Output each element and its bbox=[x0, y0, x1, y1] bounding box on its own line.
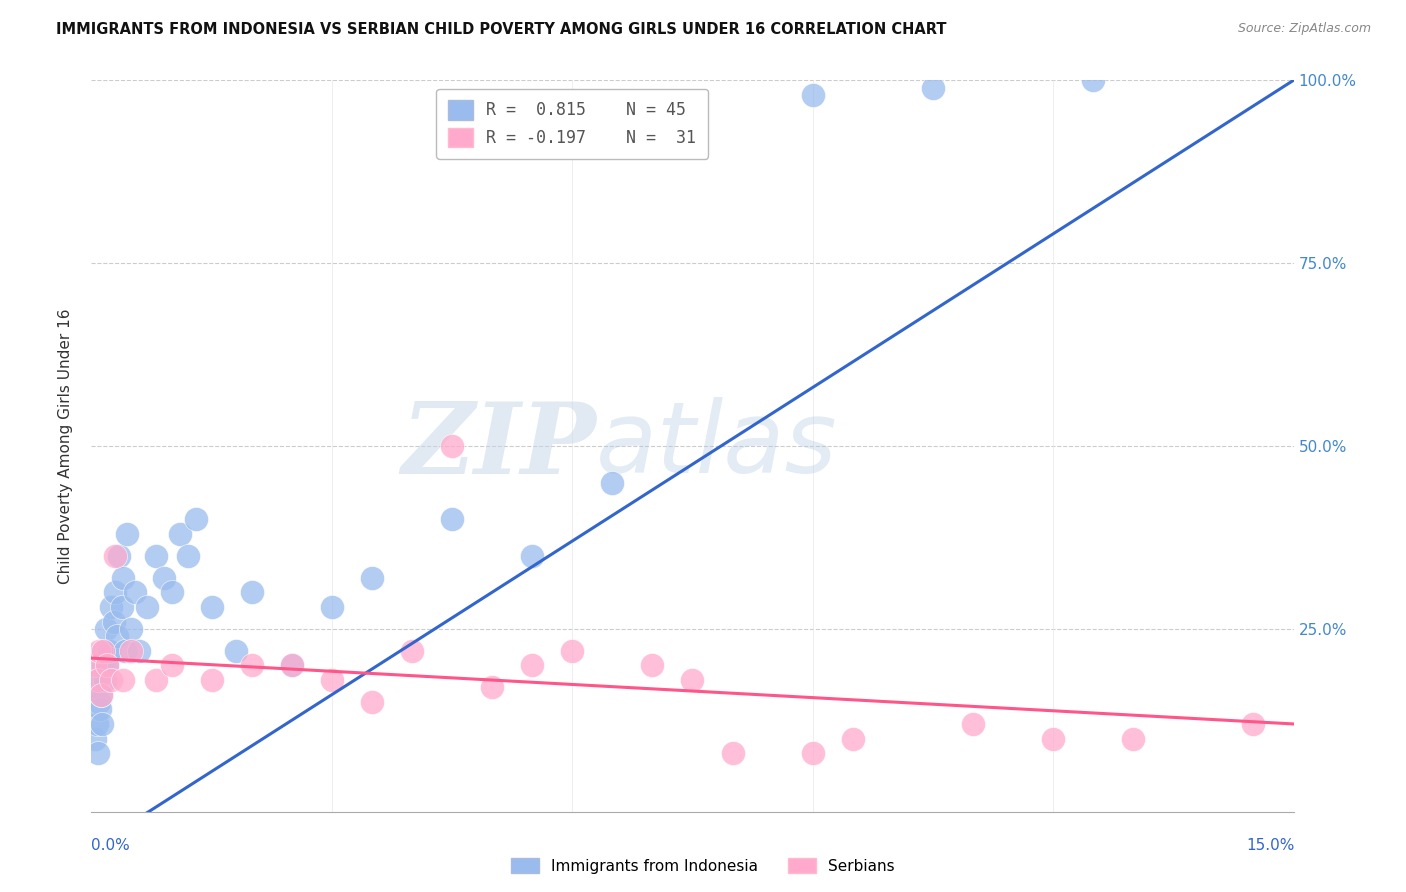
Point bbox=[94, 622, 117, 636]
Point bbox=[128, 644, 150, 658]
Point bbox=[801, 746, 824, 760]
Point bbox=[96, 658, 118, 673]
Point bbox=[90, 717, 112, 731]
Text: Source: ZipAtlas.com: Source: ZipAtlas.com bbox=[1237, 22, 1371, 36]
Point bbox=[201, 673, 224, 687]
Point bbox=[360, 695, 382, 709]
Point bbox=[108, 549, 131, 563]
Point bbox=[105, 629, 128, 643]
Text: ZIP: ZIP bbox=[401, 398, 596, 494]
Y-axis label: Child Poverty Among Girls Under 16: Child Poverty Among Girls Under 16 bbox=[58, 309, 73, 583]
Point bbox=[201, 599, 224, 614]
Text: atlas: atlas bbox=[596, 398, 838, 494]
Point bbox=[112, 673, 135, 687]
Point bbox=[111, 599, 134, 614]
Point bbox=[87, 673, 110, 687]
Point bbox=[117, 526, 139, 541]
Point bbox=[841, 731, 863, 746]
Point bbox=[1083, 73, 1105, 87]
Point bbox=[225, 644, 247, 658]
Point bbox=[145, 549, 167, 563]
Point bbox=[87, 746, 110, 760]
Point bbox=[160, 585, 183, 599]
Point bbox=[561, 644, 583, 658]
Point bbox=[104, 585, 127, 599]
Point bbox=[136, 599, 159, 614]
Point bbox=[240, 585, 263, 599]
Point bbox=[169, 526, 191, 541]
Point bbox=[160, 658, 183, 673]
Text: 0.0%: 0.0% bbox=[91, 838, 131, 853]
Point bbox=[114, 644, 136, 658]
Point bbox=[90, 688, 112, 702]
Point bbox=[176, 549, 198, 563]
Point bbox=[721, 746, 744, 760]
Point bbox=[184, 512, 207, 526]
Point bbox=[441, 439, 464, 453]
Point bbox=[401, 644, 423, 658]
Point bbox=[681, 673, 703, 687]
Point bbox=[100, 599, 122, 614]
Point bbox=[93, 658, 115, 673]
Text: IMMIGRANTS FROM INDONESIA VS SERBIAN CHILD POVERTY AMONG GIRLS UNDER 16 CORRELAT: IMMIGRANTS FROM INDONESIA VS SERBIAN CHI… bbox=[56, 22, 946, 37]
Point bbox=[602, 475, 624, 490]
Legend: Immigrants from Indonesia, Serbians: Immigrants from Indonesia, Serbians bbox=[505, 852, 901, 880]
Point bbox=[103, 615, 125, 629]
Point bbox=[112, 571, 135, 585]
Text: 15.0%: 15.0% bbox=[1247, 838, 1295, 853]
Point bbox=[87, 695, 110, 709]
Point bbox=[520, 549, 543, 563]
Point bbox=[441, 512, 464, 526]
Point bbox=[124, 585, 146, 599]
Point bbox=[121, 622, 143, 636]
Point bbox=[321, 599, 343, 614]
Point bbox=[240, 658, 263, 673]
Point bbox=[321, 673, 343, 687]
Point bbox=[98, 644, 121, 658]
Point bbox=[86, 717, 108, 731]
Point bbox=[962, 717, 984, 731]
Point bbox=[90, 688, 112, 702]
Point bbox=[84, 731, 107, 746]
Point bbox=[121, 644, 143, 658]
Point bbox=[145, 673, 167, 687]
Point bbox=[89, 673, 111, 687]
Point bbox=[89, 702, 111, 716]
Point bbox=[641, 658, 664, 673]
Point bbox=[360, 571, 382, 585]
Point bbox=[104, 549, 127, 563]
Point bbox=[94, 673, 117, 687]
Point bbox=[481, 681, 503, 695]
Point bbox=[100, 673, 122, 687]
Point bbox=[93, 644, 115, 658]
Point bbox=[520, 658, 543, 673]
Point bbox=[89, 644, 111, 658]
Point bbox=[84, 658, 107, 673]
Point bbox=[93, 644, 115, 658]
Point bbox=[281, 658, 304, 673]
Point bbox=[801, 87, 824, 102]
Point bbox=[1122, 731, 1144, 746]
Legend: R =  0.815    N = 45, R = -0.197    N =  31: R = 0.815 N = 45, R = -0.197 N = 31 bbox=[436, 88, 709, 159]
Point bbox=[152, 571, 174, 585]
Point bbox=[922, 80, 945, 95]
Point bbox=[281, 658, 304, 673]
Point bbox=[1243, 717, 1265, 731]
Point bbox=[1042, 731, 1064, 746]
Point bbox=[96, 658, 118, 673]
